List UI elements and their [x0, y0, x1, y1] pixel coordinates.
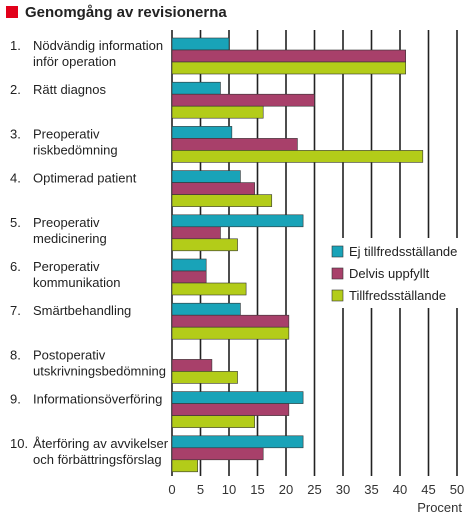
- category-number: 10.: [10, 436, 28, 451]
- legend-swatch-1: [331, 245, 344, 258]
- category-label: kommunikation: [33, 275, 120, 290]
- bar-5-series-1: [171, 214, 304, 228]
- category-label: och förbättringsförslag: [33, 452, 162, 467]
- x-tick-label: 50: [450, 482, 464, 497]
- category-number: 6.: [10, 259, 21, 274]
- legend-background: [324, 238, 460, 308]
- category-number: 7.: [10, 303, 21, 318]
- category-number: 2.: [10, 82, 21, 97]
- bar-9-series-2: [171, 403, 290, 416]
- category-number: 3.: [10, 126, 21, 141]
- bar-4-series-3: [171, 194, 273, 207]
- legend-label-2: Delvis uppfyllt: [349, 266, 430, 281]
- category-label: Postoperativ: [33, 347, 106, 362]
- bar-6-series-3: [171, 282, 247, 296]
- bar-9-series-1: [171, 391, 304, 404]
- x-tick-label: 5: [197, 482, 204, 497]
- category-label: medicinering: [33, 231, 107, 246]
- x-tick-label: 25: [307, 482, 321, 497]
- legend-swatch-3: [331, 289, 344, 302]
- bar-4-series-2: [171, 182, 255, 195]
- x-tick-label: 0: [168, 482, 175, 497]
- bar-1-series-3: [171, 61, 406, 75]
- category-label: riskbedömning: [33, 142, 118, 157]
- bar-7-series-2: [171, 314, 290, 328]
- category-label: Nödvändig information: [33, 38, 163, 53]
- title-square: [6, 6, 18, 18]
- bar-6-series-2: [171, 270, 207, 284]
- bar-8-series-2: [171, 359, 213, 372]
- bar-1-series-2: [171, 49, 406, 63]
- bar-4-series-1: [171, 170, 241, 183]
- bar-1-series-1: [171, 37, 230, 51]
- x-tick-label: 35: [364, 482, 378, 497]
- bar-3-series-3: [171, 150, 424, 163]
- legend-swatch-2: [331, 267, 344, 280]
- category-label: inför operation: [33, 54, 116, 69]
- category-label: Informationsöverföring: [33, 392, 162, 407]
- category-number: 8.: [10, 347, 21, 362]
- x-tick-label: 45: [421, 482, 435, 497]
- bar-10-series-3: [171, 459, 198, 473]
- category-label: utskrivningsbedömning: [33, 363, 166, 378]
- x-tick-label: 30: [336, 482, 350, 497]
- bar-3-series-1: [171, 126, 233, 139]
- bar-7-series-1: [171, 302, 241, 316]
- x-tick-label: 10: [222, 482, 236, 497]
- bar-7-series-3: [171, 326, 290, 340]
- x-tick-label: 40: [393, 482, 407, 497]
- bar-8-series-3: [171, 371, 238, 384]
- bar-2-series-3: [171, 105, 264, 119]
- category-label: Optimerad patient: [33, 171, 137, 186]
- bar-3-series-2: [171, 138, 298, 151]
- category-label: Smärtbehandling: [33, 303, 131, 318]
- x-tick-label: 20: [279, 482, 293, 497]
- bar-2-series-2: [171, 93, 315, 107]
- category-label: Återföring av avvikelser: [33, 436, 169, 451]
- category-number: 4.: [10, 171, 21, 186]
- category-number: 5.: [10, 215, 21, 230]
- x-axis-label: Procent: [417, 500, 462, 515]
- legend-label-3: Tillfredsställande: [349, 288, 446, 303]
- legend-label-1: Ej tillfredsställande: [349, 244, 457, 259]
- category-label: Preoperativ: [33, 126, 100, 141]
- bar-10-series-1: [171, 435, 304, 449]
- bar-2-series-1: [171, 81, 221, 95]
- bar-5-series-3: [171, 238, 238, 252]
- bar-9-series-3: [171, 415, 255, 428]
- category-number: 9.: [10, 392, 21, 407]
- legend: Ej tillfredsställande Delvis uppfyllt Till…: [324, 238, 460, 308]
- bars: [171, 37, 424, 473]
- category-label: Preoperativ: [33, 215, 100, 230]
- bar-5-series-2: [171, 226, 221, 240]
- chart-title: Genomgång av revisionerna: [25, 4, 227, 21]
- category-label: Peroperativ: [33, 259, 100, 274]
- bar-10-series-2: [171, 447, 264, 461]
- x-axis-ticks: 0 5 10 15 20 25 30 35 40 45 50: [168, 482, 464, 497]
- bar-6-series-1: [171, 258, 207, 272]
- x-tick-label: 15: [250, 482, 264, 497]
- category-number: 1.: [10, 38, 21, 53]
- category-label: Rätt diagnos: [33, 82, 106, 97]
